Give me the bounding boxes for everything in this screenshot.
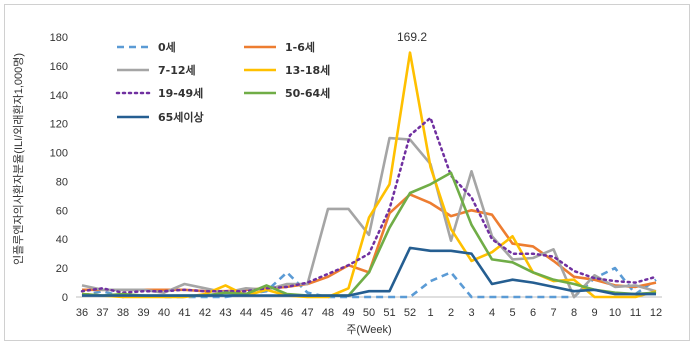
y-tick-label: 60 xyxy=(56,205,68,217)
x-tick-label: 49 xyxy=(342,307,354,319)
y-tick-label: 80 xyxy=(56,176,68,188)
x-tick-label: 38 xyxy=(117,307,129,319)
x-tick-label: 9 xyxy=(591,307,597,319)
y-tick-label: 120 xyxy=(50,119,68,131)
x-tick-label: 2 xyxy=(448,307,454,319)
x-tick-label: 10 xyxy=(609,307,621,319)
x-tick-label: 40 xyxy=(158,307,170,319)
x-tick-label: 39 xyxy=(137,307,149,319)
x-tick-label: 47 xyxy=(301,307,313,319)
x-tick-label: 4 xyxy=(489,307,495,319)
series-group xyxy=(80,51,658,299)
x-tick-label: 5 xyxy=(509,307,515,319)
x-tick-label: 43 xyxy=(219,307,231,319)
x-tick-label: 6 xyxy=(530,307,536,319)
y-tick-label: 140 xyxy=(50,90,68,102)
y-tick-label: 20 xyxy=(56,263,68,275)
x-tick-label: 42 xyxy=(199,307,211,319)
y-tick-label: 0 xyxy=(62,292,68,304)
peak-annotation: 169.2 xyxy=(397,30,427,44)
y-axis-title-group: 인플루엔자의사환자분율(ILI/외래환자1,000명) xyxy=(12,53,25,265)
legend: 0세 1-6세 7-12세 13-18세 19-49세 50-64세 65세이상 xyxy=(115,40,330,124)
y-tick-label: 160 xyxy=(50,61,68,73)
series-line xyxy=(81,136,657,299)
x-tick-label: 52 xyxy=(404,307,416,319)
legend-label: 7-12세 xyxy=(158,63,196,77)
x-tick-label: 50 xyxy=(363,307,375,319)
x-tick-label: 44 xyxy=(240,307,252,319)
x-tick-label: 37 xyxy=(96,307,108,319)
legend-label: 19-49세 xyxy=(158,86,203,100)
x-tick-label: 36 xyxy=(76,307,88,319)
x-tick-label: 48 xyxy=(322,307,334,319)
x-axis-title: 주(Week) xyxy=(346,324,391,336)
y-tick-label: 100 xyxy=(50,148,68,160)
series-line xyxy=(80,116,658,294)
x-tick-label: 46 xyxy=(281,307,293,319)
y-axis-title: 인플루엔자의사환자분율(ILI/외래환자1,000명) xyxy=(12,53,25,265)
x-tick-label: 1 xyxy=(427,307,433,319)
series-line xyxy=(82,246,656,297)
series-line xyxy=(82,193,657,293)
y-tick-label: 40 xyxy=(56,234,68,246)
x-tick-label: 51 xyxy=(383,307,395,319)
x-tick-label: 45 xyxy=(260,307,272,319)
x-tick-label: 41 xyxy=(178,307,190,319)
x-tick-label: 7 xyxy=(550,307,556,319)
x-tick-label: 12 xyxy=(650,307,662,319)
legend-label: 1-6세 xyxy=(285,40,315,54)
x-tick-label: 11 xyxy=(630,307,641,319)
legend-label: 65세이상 xyxy=(158,110,204,124)
y-tick-label: 180 xyxy=(50,32,68,44)
legend-label: 50-64세 xyxy=(285,86,330,100)
x-tick-label: 3 xyxy=(468,307,474,319)
x-tick-label: 8 xyxy=(571,307,577,319)
legend-label: 13-18세 xyxy=(285,63,330,77)
legend-label: 0세 xyxy=(158,40,176,54)
